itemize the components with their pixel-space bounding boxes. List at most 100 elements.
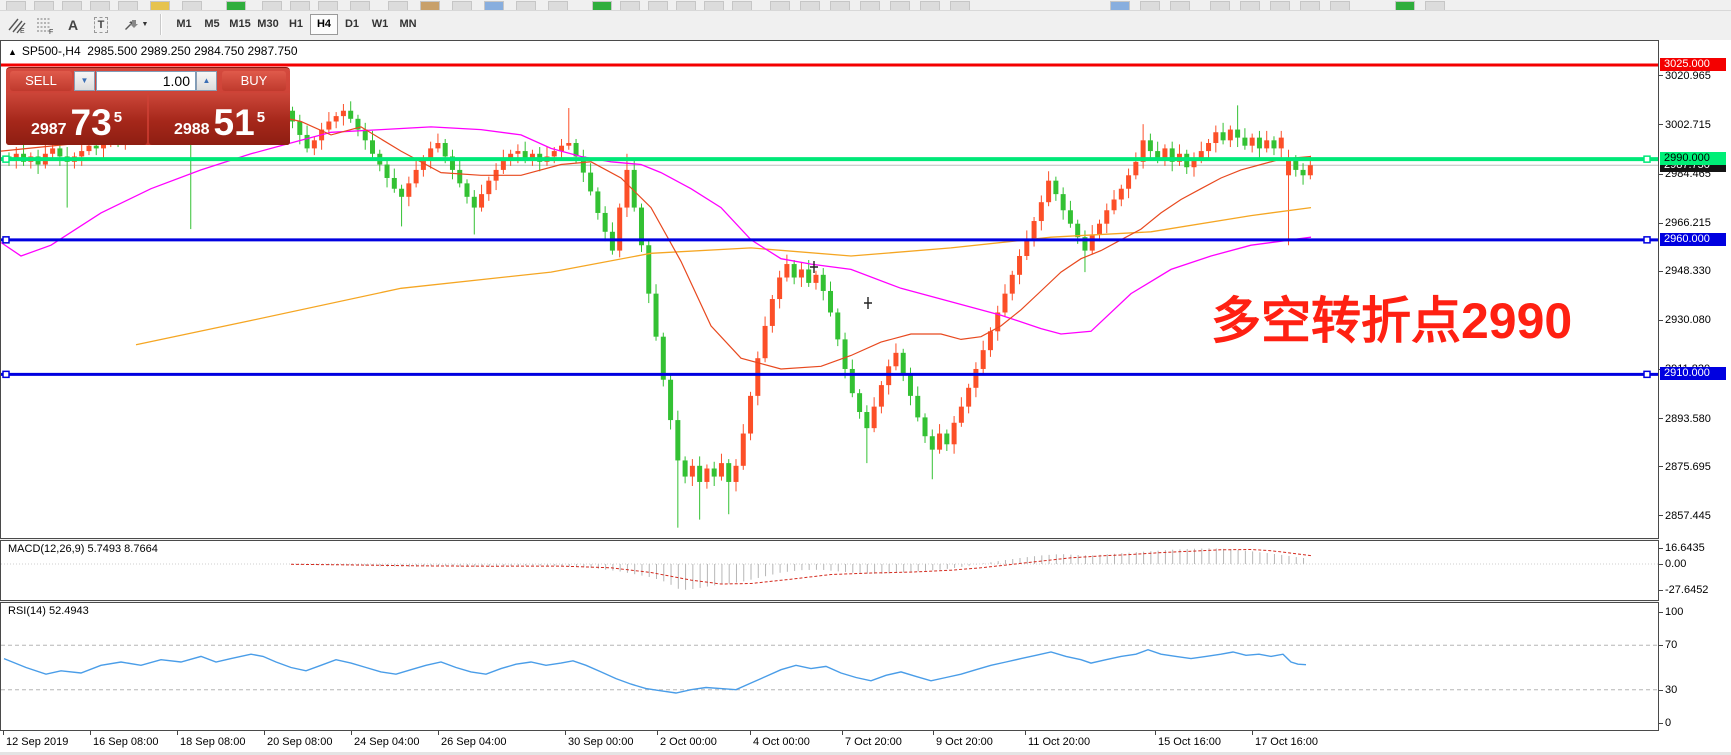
chart-annotation-text: 多空转折点2990 (1211, 293, 1573, 349)
sell-price-fraction: 5 (113, 109, 123, 126)
clipped-icon (890, 1, 910, 10)
macd-tick-mark (1659, 548, 1663, 550)
sell-price-display[interactable]: 2987 73 5 (6, 93, 147, 145)
price-chart-pane[interactable] (0, 40, 1659, 539)
time-axis[interactable]: 12 Sep 2019 16 Sep 08:00 18 Sep 08:00 20 Se… (0, 731, 1659, 752)
timeframe-button-m5[interactable]: M5 (204, 18, 220, 30)
time-tick-label: 24 Sep 04:00 (354, 736, 420, 748)
time-tick-label: 30 Sep 00:00 (568, 736, 634, 748)
time-tick-mark (933, 731, 934, 735)
clipped-icon (1300, 1, 1320, 10)
clipped-icon (592, 1, 612, 10)
clipped-icon (182, 1, 202, 10)
timeframe-button-m30[interactable]: M30 (257, 18, 279, 30)
clipped-icon (516, 1, 536, 10)
clipped-icon (262, 1, 282, 10)
time-tick-label: 16 Sep 08:00 (93, 736, 159, 748)
rsi-tick-label: 70 (1665, 639, 1678, 652)
macd-tick-label: 0.00 (1665, 558, 1687, 570)
time-tick-mark (1025, 731, 1026, 735)
arrow-object-marker[interactable] (810, 261, 818, 273)
clipped-icon (1110, 1, 1130, 10)
time-tick-label: 15 Oct 16:00 (1158, 736, 1221, 748)
macd-label: MACD(12,26,9) 5.7493 8.7664 (8, 543, 158, 555)
clipped-icon (620, 1, 640, 10)
clipped-icon (1330, 1, 1350, 10)
time-tick-label: 20 Sep 08:00 (267, 736, 333, 748)
price-tick-mark (1659, 418, 1663, 419)
timeframe-button-mn[interactable]: MN (399, 18, 417, 30)
arrow-objects-tool-icon[interactable]: ▼ (118, 13, 152, 36)
price-axis[interactable]: 3020.965 3002.715 2984.465 2966.215 2948.330… (1659, 40, 1731, 731)
clipped-icon (226, 1, 246, 10)
buy-price-display[interactable]: 2988 51 5 (149, 93, 290, 145)
rsi-tick-label: 100 (1665, 606, 1684, 618)
price-chart-canvas[interactable] (1, 41, 1658, 538)
rsi-tick-mark (1659, 723, 1663, 724)
sell-price-pips: 73 (70, 102, 112, 143)
price-tick-mark (1659, 75, 1663, 77)
sell-button[interactable]: SELL (10, 71, 72, 91)
clipped-icon (290, 1, 310, 10)
line-handle[interactable] (1643, 236, 1651, 244)
clipped-icon (1425, 1, 1445, 10)
timeframe-button-w1[interactable]: W1 (371, 18, 389, 30)
timeframe-button-h1[interactable]: H1 (288, 18, 304, 30)
price-tick-label: 2857.445 (1665, 509, 1711, 522)
time-tick-label: 11 Oct 20:00 (1028, 736, 1091, 748)
clipped-icon (118, 1, 138, 10)
price-tick-label: 2948.330 (1665, 265, 1711, 278)
axis-corner (1659, 731, 1731, 752)
volume-increase-button[interactable]: ▲ (196, 71, 217, 91)
rsi-canvas (1, 644, 1658, 694)
timeframe-button-h4[interactable]: H4 (310, 14, 338, 35)
line-handle[interactable] (1643, 155, 1651, 163)
equidistant-channel-tool-icon[interactable]: E (4, 13, 30, 36)
price-tick-label: 2966.215 (1665, 217, 1711, 230)
arrow-object-marker[interactable] (864, 297, 872, 309)
clipped-icon (1210, 1, 1230, 10)
time-tick-label: 7 Oct 20:00 (845, 736, 902, 748)
fibonacci-tool-icon[interactable]: F (32, 13, 58, 36)
clipped-icon (62, 1, 82, 10)
chart-title: ▲ SP500-,H4 2985.500 2989.250 2984.750 29… (8, 44, 298, 58)
text-box-tool-icon[interactable]: T (88, 13, 114, 36)
rsi-tick-mark (1659, 612, 1663, 613)
clipped-icon (704, 1, 724, 10)
timeframe-button-m15[interactable]: M15 (229, 18, 251, 30)
clipped-icon (676, 1, 696, 10)
clipped-icon (420, 1, 440, 10)
time-tick-mark (750, 731, 751, 735)
price-tick-mark (1659, 466, 1663, 468)
buy-button[interactable]: BUY (222, 71, 286, 91)
text-label-tool-icon[interactable]: A (67, 16, 79, 33)
line-handle[interactable] (2, 236, 10, 244)
toolbar-separator (160, 14, 162, 35)
level-price-badge: 2960.000 (1660, 232, 1726, 246)
timeframe-button-m1[interactable]: M1 (176, 18, 192, 30)
clipped-icon (34, 1, 54, 10)
time-tick-mark (438, 731, 439, 735)
svg-text:F: F (49, 29, 53, 34)
time-tick-label: 9 Oct 20:00 (936, 736, 993, 748)
line-handle[interactable] (2, 370, 10, 379)
macd-tick-mark (1659, 590, 1663, 592)
collapse-objects-icon[interactable]: ▲ (8, 47, 17, 57)
rsi-indicator-pane[interactable] (0, 602, 1659, 731)
volume-input[interactable] (96, 71, 196, 91)
time-tick-label: 2 Oct 00:00 (660, 736, 717, 748)
time-tick-mark (264, 731, 265, 735)
clipped-icon (452, 1, 472, 10)
macd-indicator-pane[interactable] (0, 540, 1659, 601)
clipped-icon (1140, 1, 1160, 10)
time-tick-mark (842, 731, 843, 735)
price-tick-label: 3002.715 (1665, 118, 1711, 131)
macd-tick-label: -27.6452 (1665, 584, 1709, 597)
svg-text:E: E (20, 28, 25, 34)
line-handle[interactable] (2, 155, 10, 163)
ohlc-values: 2985.500 2989.250 2984.750 2987.750 (87, 44, 298, 58)
volume-decrease-button[interactable]: ▼ (74, 71, 95, 91)
line-handle[interactable] (1643, 370, 1651, 379)
timeframe-button-d1[interactable]: D1 (344, 18, 360, 30)
price-tick-mark (1659, 319, 1663, 321)
